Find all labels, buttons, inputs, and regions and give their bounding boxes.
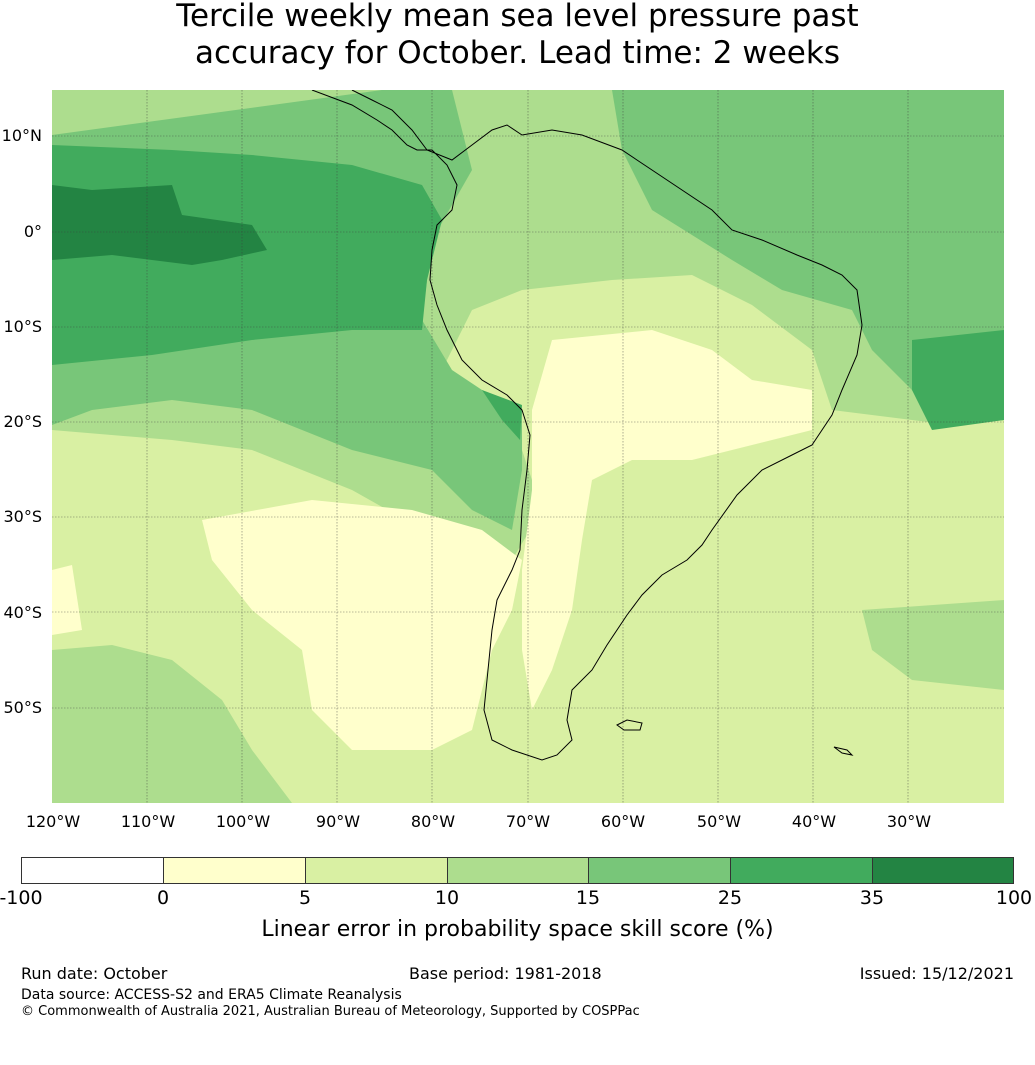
region-35-100-pacific xyxy=(52,185,267,265)
lon-label-100w: 100°W xyxy=(215,812,271,831)
colorbar-segment-neg100-0 xyxy=(21,857,164,884)
colorbar-tick: 15 xyxy=(575,887,601,909)
lat-label-10n: 10°N xyxy=(1,126,42,145)
lat-label-40s: 40°S xyxy=(3,603,42,622)
colorbar-segment-10-15 xyxy=(447,857,589,884)
colorbar-tick: 5 xyxy=(298,887,312,909)
colorbar-tick: -100 xyxy=(0,887,43,909)
region-25-35-atlantic xyxy=(912,330,1004,430)
map-canvas xyxy=(52,90,1004,803)
lon-label-80w: 80°W xyxy=(410,812,456,831)
copyright-notice: © Commonwealth of Australia 2021, Austra… xyxy=(21,1004,640,1019)
map-title: Tercile weekly mean sea level pressure p… xyxy=(0,0,1035,72)
colorbar-tick: 25 xyxy=(717,887,743,909)
region-10-15-southeast xyxy=(862,600,1004,690)
colorbar-tick: 100 xyxy=(995,887,1033,909)
colorbar-segment-15-25 xyxy=(588,857,731,884)
base-period: Base period: 1981-2018 xyxy=(409,964,602,983)
south-america-coastline xyxy=(311,90,863,761)
colorbar-tick: 35 xyxy=(859,887,885,909)
colorbar-tick: 0 xyxy=(156,887,170,909)
region-25-35-chile xyxy=(482,390,522,440)
lon-label-40w: 40°W xyxy=(791,812,837,831)
south-georgia xyxy=(833,746,854,756)
issued-date: Issued: 15/12/2021 xyxy=(859,964,1014,983)
colorbar-label: Linear error in probability space skill … xyxy=(261,917,774,942)
lat-label-20s: 20°S xyxy=(3,412,42,431)
lon-label-110w: 110°W xyxy=(120,812,176,831)
lon-label-70w: 70°W xyxy=(505,812,551,831)
region-0-5-southeast-pacific xyxy=(202,500,522,750)
lat-label-10s: 10°S xyxy=(3,317,42,336)
colorbar-segment-0-5 xyxy=(163,857,306,884)
title-line-1: Tercile weekly mean sea level pressure p… xyxy=(176,0,859,34)
colorbar-tick: 10 xyxy=(434,887,460,909)
colorbar xyxy=(21,857,1014,884)
colorbar-segment-25-35 xyxy=(730,857,873,884)
lon-label-60w: 60°W xyxy=(600,812,646,831)
lon-label-120w: 120°W xyxy=(25,812,81,831)
lon-label-50w: 50°W xyxy=(696,812,742,831)
data-source: Data source: ACCESS-S2 and ERA5 Climate … xyxy=(21,987,402,1003)
title-line-2: accuracy for October. Lead time: 2 weeks xyxy=(195,35,840,71)
skill-score-map xyxy=(52,90,1004,803)
lon-label-30w: 30°W xyxy=(886,812,932,831)
lat-label-50s: 50°S xyxy=(3,698,42,717)
region-0-5-west-edge xyxy=(52,565,82,635)
region-0-5-south-america xyxy=(522,330,812,710)
falkland-islands xyxy=(616,719,643,731)
region-15-25-atlantic xyxy=(612,90,1004,425)
lat-label-30s: 30°S xyxy=(3,507,42,526)
run-date: Run date: October xyxy=(21,964,168,983)
lon-label-90w: 90°W xyxy=(315,812,361,831)
colorbar-segment-35-100 xyxy=(872,857,1014,884)
colorbar-segment-5-10 xyxy=(305,857,448,884)
lat-label-0: 0° xyxy=(23,222,42,241)
region-10-15-southwest xyxy=(52,645,292,803)
graticule xyxy=(52,90,1004,803)
